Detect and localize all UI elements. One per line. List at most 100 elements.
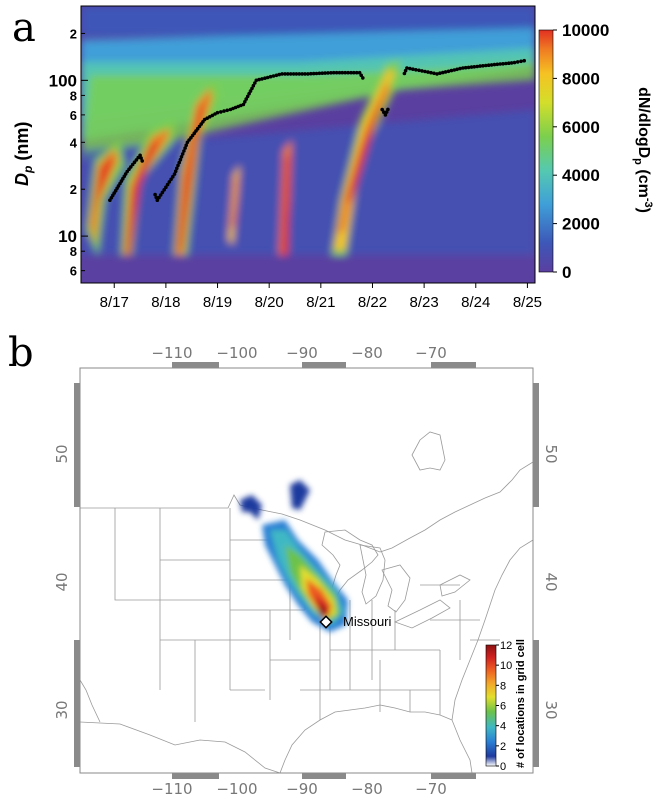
colorbar-tick-label: 2000 (562, 215, 600, 234)
mode-marker (346, 70, 350, 75)
mode-marker (357, 70, 362, 75)
mode-marker (160, 190, 165, 195)
mode-marker (297, 72, 302, 76)
mode-marker (139, 156, 143, 160)
mode-marker (414, 68, 418, 72)
y-tick-label: 6 (70, 264, 77, 279)
x-tick-label: 8/23 (410, 294, 439, 311)
colorbar-tick-label: 12 (500, 640, 512, 652)
mode-marker (432, 71, 436, 76)
mode-marker (405, 66, 409, 70)
mode-marker (504, 61, 508, 66)
mode-marker (507, 61, 511, 65)
mode-marker (386, 107, 390, 112)
mode-marker (461, 66, 465, 70)
map-frame (79, 367, 534, 774)
mode-marker (154, 195, 158, 200)
mode-marker (176, 163, 180, 168)
mode-marker (177, 160, 181, 165)
x-tick-label: 8/18 (151, 294, 180, 311)
colorbar-tick-label: 0 (562, 263, 571, 282)
y-tick-label: 4 (70, 135, 78, 150)
mode-marker (314, 71, 319, 76)
longitude-tick-label: −110 (151, 344, 192, 362)
mode-marker (423, 69, 427, 74)
mode-marker (288, 72, 293, 76)
mode-marker (215, 110, 220, 115)
mode-marker (519, 59, 523, 64)
mode-marker (403, 68, 408, 73)
x-tick-label: 8/21 (306, 294, 335, 311)
mode-marker (320, 71, 325, 75)
mode-marker (140, 159, 144, 163)
mode-marker (515, 60, 520, 64)
y-tick-label: 100 (49, 71, 77, 90)
x-tick-label: 8/20 (255, 294, 284, 311)
mode-marker (182, 149, 186, 153)
y-tick-label: 10 (58, 227, 77, 246)
longitude-tick-label: −90 (286, 780, 318, 796)
latitude-tick-label: 50 (53, 444, 71, 463)
mode-marker (352, 70, 356, 75)
mode-marker (169, 177, 173, 182)
mode-marker (171, 174, 175, 179)
mode-marker (463, 65, 468, 70)
mode-marker (441, 70, 445, 75)
mode-marker (498, 62, 503, 66)
mode-marker (334, 70, 339, 75)
mode-marker (417, 68, 421, 73)
y-tick-label: 2 (70, 182, 77, 197)
mode-marker (300, 72, 305, 76)
mode-marker (271, 74, 276, 78)
panel-b-colorbar-ticks: 0 2 4 6 8 10 12 (496, 640, 512, 773)
longitude-tick-label: −80 (351, 780, 383, 796)
mode-marker (309, 71, 313, 76)
mode-marker (263, 76, 267, 80)
mode-marker (337, 70, 342, 75)
colorbar-tick-label: 6000 (562, 118, 600, 137)
colorbar-tick-label: 10 (500, 660, 512, 672)
latitude-tick-label: 30 (53, 700, 71, 719)
mode-marker (277, 72, 282, 77)
mode-marker (157, 195, 161, 200)
x-tick-label: 8/22 (358, 294, 387, 311)
colorbar-tick-label: 8000 (562, 69, 600, 88)
mode-marker (408, 66, 412, 71)
colorbar-tick-label: 4 (500, 721, 506, 733)
mode-marker (492, 62, 497, 67)
mode-marker (475, 64, 480, 69)
map-latitude-left: 30 40 50 (53, 444, 71, 719)
panel-a-x-axis: 8/17 8/18 8/19 8/20 8/21 8/22 8/23 8/24 8/25 (100, 283, 542, 311)
latitude-tick-label: 40 (542, 572, 560, 591)
mode-marker (175, 166, 179, 171)
mode-marker (495, 62, 500, 67)
mode-marker (286, 72, 290, 76)
mode-marker (274, 73, 279, 78)
mode-marker (180, 152, 185, 156)
mode-marker (162, 188, 166, 192)
mode-marker (340, 70, 345, 75)
mode-marker (489, 63, 494, 67)
mode-marker (225, 108, 229, 113)
mode-marker (155, 198, 160, 202)
mode-marker (383, 113, 388, 117)
mode-marker (167, 180, 172, 184)
mode-marker (326, 71, 330, 75)
mode-marker (184, 143, 188, 147)
missouri-marker (319, 615, 333, 629)
mode-marker (265, 75, 270, 80)
latitude-tick-label: 50 (542, 444, 560, 463)
mode-marker (317, 71, 322, 76)
mode-marker (183, 146, 187, 150)
x-tick-label: 8/25 (513, 294, 542, 311)
mode-marker (509, 61, 514, 65)
x-tick-label: 8/19 (203, 294, 232, 311)
mode-marker (446, 69, 451, 74)
panel-b-colorbar (485, 644, 497, 767)
x-tick-label: 8/24 (461, 294, 490, 311)
mode-marker (153, 192, 157, 197)
mode-marker (257, 77, 261, 82)
mode-marker (455, 67, 459, 72)
mode-marker (472, 65, 477, 69)
x-tick-label: 8/17 (100, 294, 129, 311)
